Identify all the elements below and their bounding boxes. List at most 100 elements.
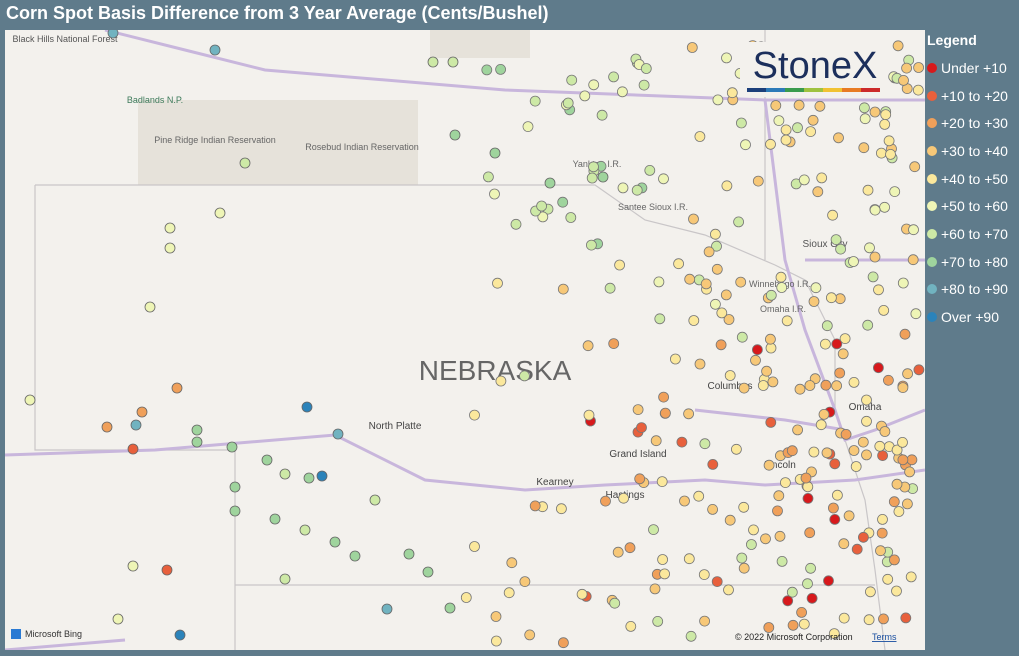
location-dot [656, 476, 668, 488]
location-dot [460, 592, 472, 603]
location-dot [806, 592, 818, 604]
location-dot [869, 204, 881, 216]
legend-item[interactable]: Over +90 [927, 303, 1008, 331]
location-dot [279, 573, 291, 585]
location-dot [821, 320, 833, 332]
location-dot [888, 496, 900, 508]
location-dot [214, 207, 226, 219]
location-dot [694, 131, 706, 142]
location-dot [174, 629, 186, 641]
location-dot [907, 254, 919, 266]
location-dot [861, 394, 872, 406]
location-dot [897, 277, 909, 289]
place-label: Columbus [707, 381, 752, 392]
legend-item[interactable]: +20 to +30 [927, 109, 1008, 137]
logo-bar [747, 88, 766, 92]
location-dot [900, 612, 912, 624]
location-dot [738, 501, 750, 513]
location-dot [891, 585, 902, 597]
location-dot [127, 560, 139, 572]
location-dot [614, 259, 625, 271]
location-dot [738, 382, 750, 394]
location-dot [658, 391, 669, 403]
location-dot [909, 161, 921, 173]
location-dot [802, 481, 814, 493]
location-dot [879, 201, 890, 213]
location-dot [876, 147, 887, 159]
location-dot [839, 333, 851, 345]
location-dot [710, 228, 721, 240]
location-dot [831, 338, 843, 350]
legend-item[interactable]: Under +10 [927, 54, 1008, 82]
location-dot [827, 209, 838, 221]
location-dot [857, 436, 869, 448]
location-dot [469, 409, 480, 421]
location-dot [772, 505, 783, 517]
logo-bar [823, 88, 842, 92]
location-dot [720, 289, 732, 301]
location-dot [495, 64, 507, 75]
location-dot [332, 428, 344, 440]
location-dot [883, 135, 895, 147]
location-dot [910, 308, 922, 320]
location-dot [303, 472, 315, 484]
location-dot [618, 492, 629, 504]
legend: Legend Under +10 +10 to +20 +20 to +30 +30 … [927, 32, 1008, 331]
legend-item[interactable]: +40 to +50 [927, 165, 1008, 193]
location-dot [873, 284, 884, 296]
location-dot [893, 506, 905, 517]
location-dot [863, 614, 875, 626]
location-dot [604, 282, 616, 294]
location-dot [879, 426, 891, 437]
location-dot [776, 556, 788, 567]
location-dot [735, 276, 747, 288]
legend-item[interactable]: +30 to +40 [927, 137, 1008, 165]
location-dot [101, 421, 113, 433]
location-dot [748, 524, 759, 536]
location-dot [710, 298, 721, 310]
map[interactable]: Black Hills National Forest Badlands N.P.… [5, 30, 925, 650]
legend-item[interactable]: +10 to +20 [927, 82, 1008, 110]
location-dot [897, 454, 909, 466]
location-dot [765, 138, 776, 150]
location-dot [566, 74, 578, 86]
place-label: Omaha [849, 402, 882, 413]
location-dot [239, 157, 251, 169]
legend-label: Under +10 [941, 59, 1007, 76]
place-label: Kearney [536, 477, 573, 488]
location-dot [161, 564, 173, 576]
location-dot [826, 292, 837, 304]
terms-link[interactable]: Terms [872, 632, 897, 642]
location-dot [798, 174, 810, 186]
location-dot [582, 340, 594, 352]
location-dot [889, 186, 901, 198]
location-dot [796, 607, 807, 618]
legend-item[interactable]: +60 to +70 [927, 220, 1008, 248]
location-dot [209, 44, 221, 56]
location-dot [608, 71, 619, 83]
location-dot [736, 117, 747, 129]
location-dot [648, 524, 659, 536]
attribution-provider: Microsoft Bing [25, 629, 82, 639]
location-dot [537, 211, 549, 223]
location-dot [624, 542, 636, 554]
legend-item[interactable]: +80 to +90 [927, 276, 1008, 304]
location-dot [427, 56, 439, 68]
location-dot [736, 552, 748, 564]
location-dot [869, 106, 881, 118]
location-dot [736, 331, 748, 343]
legend-item[interactable]: +70 to +80 [927, 248, 1008, 276]
location-dot [833, 132, 844, 144]
location-dot [794, 383, 806, 395]
location-dot [649, 583, 661, 595]
location-dot [787, 619, 799, 631]
legend-item[interactable]: +50 to +60 [927, 192, 1008, 220]
location-dot [828, 502, 839, 514]
legend-swatch [927, 173, 937, 184]
location-dot [447, 56, 459, 68]
location-dot [913, 364, 925, 376]
location-dot [851, 543, 863, 555]
place-label: Sioux City [802, 239, 847, 250]
location-dot [558, 637, 569, 649]
logo-bar [804, 88, 823, 92]
